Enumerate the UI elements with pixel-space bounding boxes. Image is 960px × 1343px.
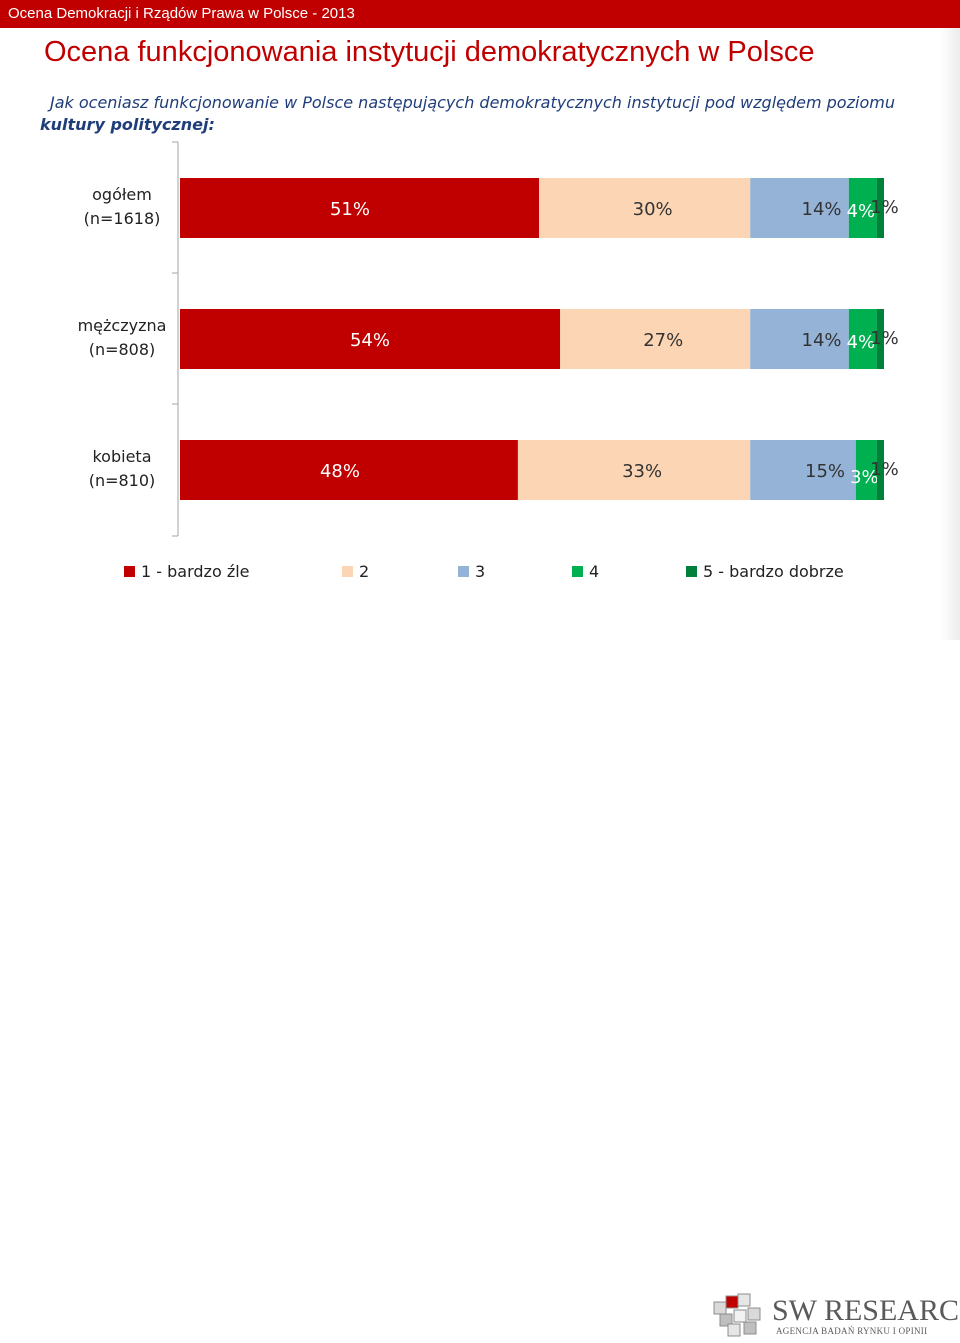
data-label: 15% <box>805 461 845 482</box>
data-label: 30% <box>633 199 673 220</box>
legend-item: 5 - bardzo dobrze <box>686 562 844 581</box>
bar-segment <box>180 309 561 369</box>
slide-title: Ocena funkcjonowania instytucji demokrat… <box>44 36 815 68</box>
data-label: 4% <box>847 332 876 353</box>
legend-swatch <box>342 566 353 577</box>
bar-segment <box>560 309 751 369</box>
category-label: (n=1618) <box>84 209 161 228</box>
bar-segment <box>539 178 751 238</box>
legend-label: 1 - bardzo źle <box>141 562 250 581</box>
logo-tagline: AGENCJA BADAŃ RYNKU I OPINII <box>776 1326 928 1336</box>
question-text: Jak oceniasz funkcjonowanie w Polsce nas… <box>40 92 940 136</box>
slide-edge-shade <box>940 28 960 640</box>
legend-item: 4 <box>572 562 599 581</box>
legend-swatch <box>572 566 583 577</box>
bar-segment <box>876 440 884 500</box>
bar-segment <box>876 178 884 238</box>
category-label: mężczyzna <box>78 316 167 335</box>
legend-label: 5 - bardzo dobrze <box>703 562 844 581</box>
data-label: 1% <box>870 197 899 218</box>
data-label: 4% <box>847 201 876 222</box>
bar-segment <box>517 440 751 500</box>
banner-title: Ocena Demokracji i Rządów Prawa w Polsce… <box>8 5 355 22</box>
legend-swatch <box>686 566 697 577</box>
data-label: 54% <box>350 330 390 351</box>
bar-segment <box>855 440 877 500</box>
legend-swatch <box>458 566 469 577</box>
legend-item: 2 <box>342 562 369 581</box>
bar-segment <box>750 309 849 369</box>
data-label: 14% <box>802 330 842 351</box>
bar-segment <box>180 178 540 238</box>
chart-legend: 1 - bardzo źle 2 3 4 5 - bardzo dobrze <box>124 562 884 584</box>
footer: SW RESEARCH AGENCJA BADAŃ RYNKU I OPINII <box>0 640 960 1337</box>
bar-segment <box>180 440 518 500</box>
stacked-bar-chart: ogółem(n=1618) 51% 30% 14% 4%1%mężczyzna(n=8… <box>78 141 899 537</box>
data-label: 1% <box>870 328 899 349</box>
data-label: 48% <box>320 461 360 482</box>
data-label: 33% <box>622 461 662 482</box>
bar-segment <box>750 178 849 238</box>
question-line-2: kultury politycznej: <box>40 115 215 134</box>
bar-segment <box>848 309 877 369</box>
legend-item: 3 <box>458 562 485 581</box>
data-label: 1% <box>870 459 899 480</box>
top-banner: Ocena Demokracji i Rządów Prawa w Polsce… <box>0 0 960 28</box>
bar-segment <box>876 309 884 369</box>
bar-segment <box>750 440 856 500</box>
category-label: ogółem <box>92 185 152 204</box>
category-label: kobieta <box>92 447 151 466</box>
legend-label: 2 <box>359 562 370 581</box>
data-label: 14% <box>802 199 842 220</box>
legend-label: 4 <box>589 562 600 581</box>
bar-segment <box>848 178 877 238</box>
category-label: (n=808) <box>89 340 156 359</box>
sw-research-logo: SW RESEARCH AGENCJA BADAŃ RYNKU I OPINII <box>712 1292 960 1338</box>
legend-item: 1 - bardzo źle <box>124 562 250 581</box>
data-label: 3% <box>850 467 879 488</box>
legend-swatch <box>124 566 135 577</box>
logo-name: SW RESEARCH <box>772 1294 960 1327</box>
cubes-logo-icon <box>713 1293 761 1337</box>
question-line-1: Jak oceniasz funkcjonowanie w Polsce nas… <box>50 93 895 112</box>
data-label: 51% <box>330 199 370 220</box>
data-label: 27% <box>643 330 683 351</box>
category-label: (n=810) <box>89 471 156 490</box>
legend-label: 3 <box>475 562 486 581</box>
